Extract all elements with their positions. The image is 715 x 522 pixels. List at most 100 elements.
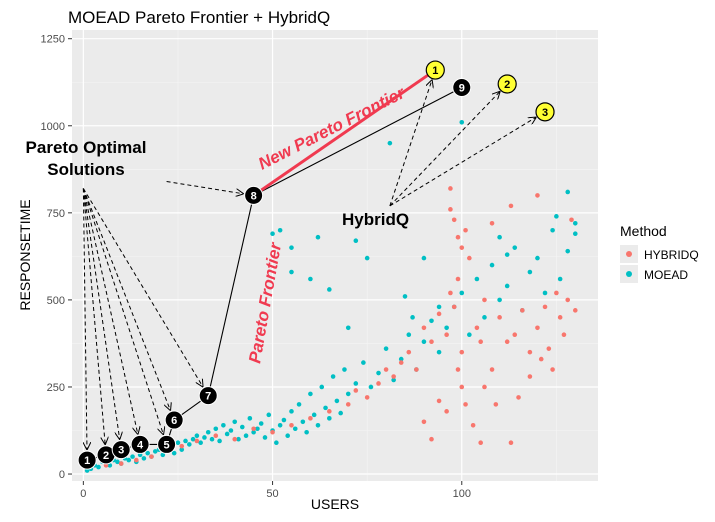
point-moead bbox=[289, 269, 294, 275]
point-moead bbox=[277, 422, 283, 428]
pareto-marker-label-8: 8 bbox=[251, 190, 257, 202]
point-hybridq bbox=[448, 186, 453, 191]
point-hybridq bbox=[554, 290, 559, 296]
point-moead bbox=[364, 255, 370, 261]
pareto-marker-6 bbox=[164, 410, 184, 430]
point-moead bbox=[315, 234, 321, 240]
point-hybridq bbox=[451, 217, 457, 223]
pareto-marker-4 bbox=[130, 434, 150, 454]
point-hybridq bbox=[345, 402, 351, 407]
point-moead bbox=[497, 234, 502, 240]
point-hybridq bbox=[429, 339, 434, 344]
point-hybridq bbox=[546, 346, 552, 351]
y-tick-label: 1000 bbox=[41, 121, 65, 133]
point-hybridq bbox=[482, 297, 487, 303]
point-moead bbox=[255, 426, 260, 432]
point-hybridq bbox=[391, 374, 396, 379]
point-moead bbox=[323, 405, 328, 411]
point-hybridq bbox=[179, 443, 185, 449]
point-hybridq bbox=[470, 422, 476, 428]
point-moead bbox=[205, 429, 211, 435]
point-moead bbox=[171, 450, 177, 456]
point-moead bbox=[160, 452, 166, 458]
pareto-marker-label-6: 6 bbox=[171, 415, 177, 427]
point-hybridq bbox=[497, 315, 502, 320]
point-hybridq bbox=[406, 349, 412, 355]
point-hybridq bbox=[398, 360, 404, 365]
point-hybridq bbox=[251, 426, 256, 432]
point-moead bbox=[398, 356, 404, 362]
hybridq-marker-1 bbox=[425, 60, 445, 80]
point-moead bbox=[115, 459, 120, 465]
point-moead bbox=[406, 332, 412, 338]
point-moead bbox=[391, 377, 396, 383]
point-moead bbox=[96, 464, 101, 470]
point-hybridq bbox=[561, 332, 567, 338]
legend: Method HYBRIDQ MOEAD bbox=[620, 223, 699, 283]
point-moead bbox=[289, 409, 294, 414]
point-moead bbox=[497, 297, 502, 303]
point-moead bbox=[421, 255, 427, 261]
pareto-marker-label-3: 3 bbox=[118, 445, 124, 457]
legend-title: Method bbox=[620, 223, 667, 239]
point-moead bbox=[262, 435, 268, 440]
point-moead bbox=[327, 416, 332, 421]
point-moead bbox=[353, 381, 359, 386]
hybridq-label: HybridQ bbox=[342, 210, 409, 229]
point-moead bbox=[421, 339, 427, 344]
point-hybridq bbox=[455, 276, 461, 282]
point-hybridq bbox=[572, 308, 578, 313]
point-hybridq bbox=[364, 395, 370, 400]
point-hybridq bbox=[421, 419, 427, 425]
hybridq-arrow-1 bbox=[389, 80, 432, 207]
point-hybridq bbox=[414, 367, 419, 372]
point-moead bbox=[311, 412, 317, 418]
point-moead bbox=[504, 252, 510, 257]
point-moead bbox=[304, 429, 309, 435]
pareto-marker-9 bbox=[452, 77, 472, 97]
point-hybridq bbox=[213, 433, 219, 439]
point-hybridq bbox=[376, 381, 381, 386]
point-hybridq bbox=[489, 220, 495, 226]
point-moead bbox=[187, 442, 192, 447]
legend-dot-moead bbox=[626, 271, 632, 277]
point-hybridq bbox=[455, 234, 461, 240]
point-moead bbox=[527, 269, 533, 275]
point-moead bbox=[152, 449, 158, 454]
point-hybridq bbox=[478, 440, 483, 445]
point-moead bbox=[459, 119, 465, 125]
point-moead bbox=[459, 290, 465, 296]
point-moead bbox=[535, 255, 540, 261]
point-moead bbox=[285, 433, 290, 439]
point-moead bbox=[387, 140, 393, 146]
point-moead bbox=[274, 440, 279, 445]
point-hybridq bbox=[504, 339, 510, 344]
point-moead bbox=[107, 463, 113, 468]
frontier-line-to-9 bbox=[253, 86, 463, 196]
point-hybridq bbox=[527, 349, 533, 355]
point-moead bbox=[368, 384, 374, 390]
point-moead bbox=[376, 370, 381, 376]
point-moead bbox=[179, 447, 185, 452]
point-hybridq bbox=[118, 461, 124, 466]
point-moead bbox=[289, 245, 294, 250]
point-hybridq bbox=[565, 297, 571, 303]
hybridq-marker-label-2: 2 bbox=[504, 79, 510, 91]
point-moead bbox=[243, 433, 249, 439]
point-hybridq bbox=[520, 308, 525, 313]
point-moead bbox=[482, 315, 487, 320]
point-hybridq bbox=[383, 367, 389, 372]
point-moead bbox=[247, 416, 253, 421]
point-hybridq bbox=[535, 193, 540, 198]
point-moead bbox=[202, 435, 207, 440]
point-moead bbox=[572, 220, 578, 226]
point-hybridq bbox=[516, 395, 521, 400]
point-hybridq bbox=[436, 398, 442, 404]
point-hybridq bbox=[436, 311, 442, 317]
point-moead bbox=[565, 248, 571, 254]
pareto-marker-7 bbox=[198, 386, 218, 406]
point-moead bbox=[410, 315, 415, 320]
pareto-arrow-1 bbox=[82, 188, 87, 449]
legend-label-hybridq: HYBRIDQ bbox=[644, 248, 699, 262]
